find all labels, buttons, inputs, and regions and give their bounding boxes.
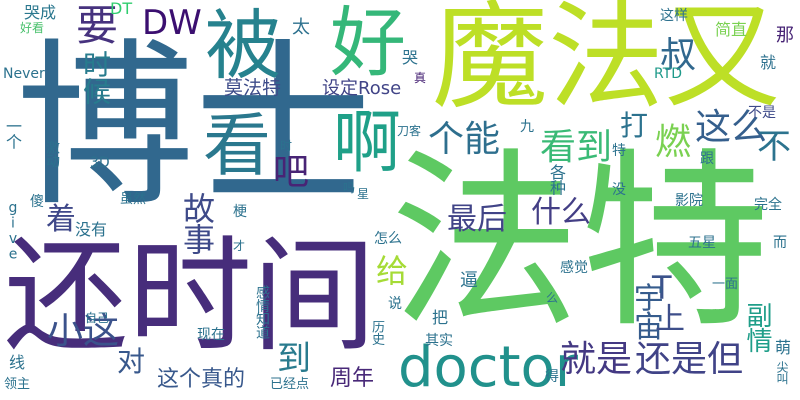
word-haishidan: 还是但 — [635, 339, 744, 380]
word-jiu9: 九 — [520, 119, 534, 135]
word-xing: 星 — [357, 187, 370, 201]
word-bushi: 不是 — [748, 105, 776, 121]
word-dt: DT — [110, 0, 133, 18]
word-gen: 跟 — [700, 151, 714, 167]
word-ziji: 自己 — [85, 311, 110, 325]
word-dao: 到 — [277, 339, 311, 379]
word-ran: 燃 — [655, 122, 692, 163]
word-meng: 萌 — [775, 338, 792, 357]
word-kucheng: 哭成 — [24, 3, 57, 22]
word-zhounian: 周年 — [330, 366, 375, 391]
word-give: give — [5, 200, 21, 262]
word-xiaozhe: 小这 — [47, 311, 120, 352]
word-kandao: 看到 — [540, 127, 613, 168]
word-shenme: 什么 — [531, 195, 591, 230]
word-t: T — [652, 269, 672, 307]
word-da: 打 — [620, 109, 649, 142]
word-kan: 看 — [203, 107, 272, 186]
word-bu: 不 — [757, 127, 791, 167]
word-fate: 法特 — [390, 132, 771, 353]
word-yingyuan: 影院 — [675, 193, 703, 209]
word-jiu: 就 — [760, 53, 777, 72]
word-ganqingzhidao: 感情知道 — [254, 285, 270, 339]
word-zhe: 着 — [46, 202, 76, 237]
word-huanshijian: 还时间 — [4, 225, 377, 369]
word-yuzhou: 宇宙 — [628, 282, 663, 340]
word-dui: 对 — [117, 345, 146, 378]
word-te: 特 — [612, 143, 626, 159]
word-dw: DW — [142, 3, 202, 43]
word-hao: 好 — [330, 0, 406, 87]
word-bei: 被 — [205, 1, 281, 90]
word-mofayou: 魔法又 — [432, 0, 780, 125]
word-mei: 没 — [612, 182, 626, 198]
word-er: 而 — [773, 235, 787, 251]
word-shihou: 时候 — [79, 50, 112, 104]
word-geng: 梗 — [233, 204, 247, 220]
word-na: 那 — [776, 25, 794, 46]
word-jidong: 激动 — [44, 140, 60, 167]
word-ma: 吗 — [343, 181, 356, 195]
word-suiran: 虽然 — [120, 192, 147, 207]
word-jianzhi: 简直 — [715, 20, 748, 39]
word-mofate: 莫法特 — [224, 77, 282, 99]
word-gei: 给 — [376, 252, 409, 290]
word-geneng: 个能 — [428, 119, 501, 160]
word-jiushi: 就是 — [560, 339, 633, 380]
word-shuo: 说 — [388, 296, 402, 312]
word-bi: 逼 — [460, 270, 478, 291]
word-xian: 线 — [9, 353, 26, 372]
word-gushi: 故事 — [178, 192, 216, 254]
word-fuqing: 副情 — [742, 302, 772, 352]
word-wuxing: 五星 — [688, 235, 716, 251]
word-yao: 要 — [76, 1, 119, 50]
word-ba: 吧 — [273, 152, 310, 193]
word-wanquan: 完全 — [754, 197, 782, 213]
word-lishi: 历史 — [369, 320, 384, 345]
word-me: 么 — [546, 291, 559, 305]
word-zenme: 怎么 — [374, 231, 402, 247]
word-boshi: 博士 — [16, 23, 372, 230]
word-jianjiao: 尖叫 — [775, 361, 789, 385]
word-cai: 才 — [233, 239, 246, 253]
word-sha: 傻 — [30, 194, 44, 210]
word-de: 得 — [545, 369, 559, 385]
word-ku: 哭 — [402, 48, 419, 67]
word-zuihou: 最后 — [447, 202, 507, 237]
word-gezhong: 各种 — [547, 164, 566, 195]
word-3d: 3D — [90, 155, 110, 171]
word-daoke: 刀客 — [397, 124, 422, 138]
word-haokan: 好看 — [20, 21, 45, 35]
word-yimian: 一面 — [712, 277, 739, 292]
word-ganjue: 感觉 — [560, 260, 588, 276]
word-never: Never — [3, 66, 45, 82]
word-shedingrose: 设定Rose — [322, 78, 402, 99]
word-rtd: RTD — [654, 66, 683, 82]
word-zheme: 这么 — [695, 107, 768, 148]
word-xianzai: 现在 — [197, 327, 225, 343]
word-doctor: doctor — [398, 335, 578, 400]
word-shu: 叔 — [660, 35, 697, 76]
word-ba2: 把 — [432, 308, 449, 327]
word-qishi: 其实 — [425, 333, 453, 349]
word-lingzhu: 领主 — [4, 377, 31, 392]
word-zhen: 真 — [414, 71, 427, 85]
word-shi: 时 — [280, 139, 293, 153]
word-a: 啊 — [333, 104, 402, 183]
word-yijingdian: 已经点 — [270, 377, 310, 392]
word-zhegezhende: 这个真的 — [157, 367, 246, 392]
word-tai: 太 — [292, 17, 310, 38]
word-zheyang: 这样 — [660, 8, 688, 24]
word-yige: 一个 — [3, 118, 22, 149]
word-shang: 上 — [655, 302, 685, 337]
word-meiyou: 没有 — [75, 220, 108, 239]
